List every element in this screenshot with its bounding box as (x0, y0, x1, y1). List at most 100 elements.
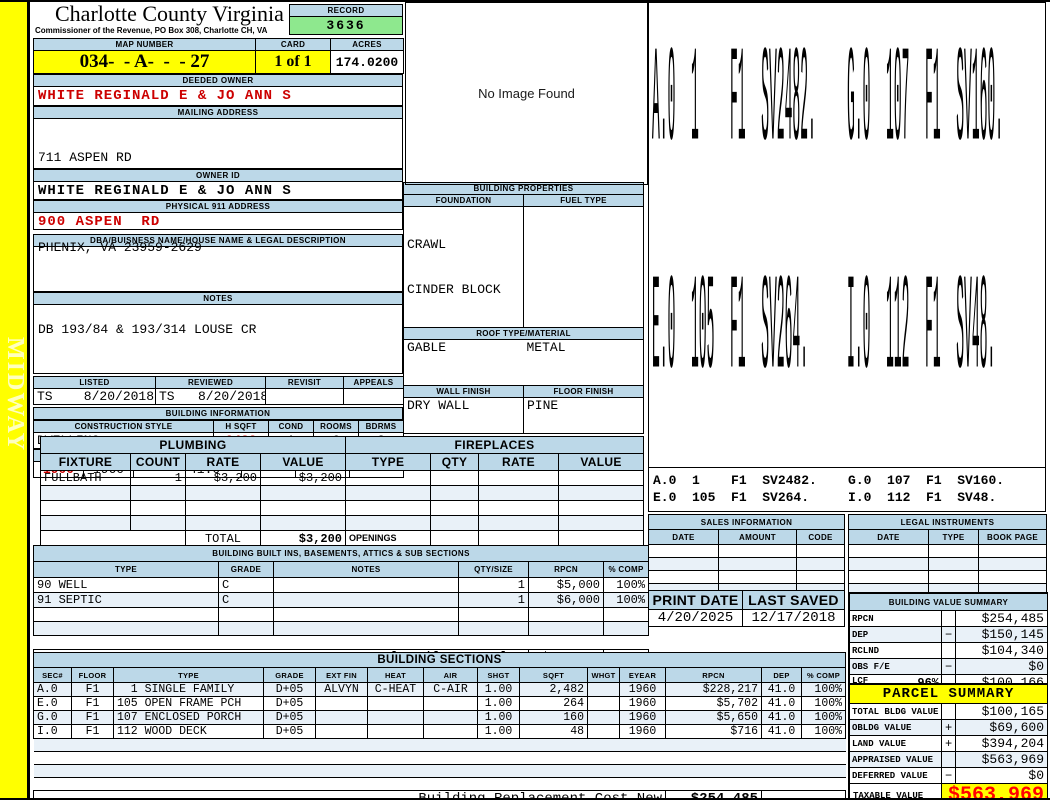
table-row (33, 621, 650, 636)
cell: $104,340 (955, 642, 1048, 659)
cell: % COMP (602, 561, 650, 578)
cell: CODE (795, 529, 846, 545)
cell: 1.00 (477, 724, 520, 739)
cell (130, 500, 186, 516)
table-row (345, 515, 645, 531)
record-label: RECORD (290, 5, 402, 17)
cell (648, 557, 719, 571)
cell: 48 (519, 724, 588, 739)
cell: $150,145 (955, 626, 1048, 643)
table-row (848, 557, 1048, 571)
cell (478, 500, 559, 516)
sketch-code-line2: E.0 105 F1 SV264. I.0 112 F1 SV48. (653, 490, 997, 505)
cell: $716 (665, 724, 762, 739)
roof-material-value: METAL (523, 339, 644, 386)
cell (928, 544, 979, 558)
cell: $254,485 (955, 610, 1048, 627)
table-row: LAND VALUE + $394,204 (849, 735, 1049, 752)
table-row (33, 777, 846, 791)
cell (259, 515, 347, 531)
element: RCLND (852, 645, 880, 656)
cell: 1 (130, 470, 186, 486)
cell (848, 557, 929, 571)
cell (273, 607, 459, 622)
cell: RATE (478, 453, 559, 471)
notes-box (33, 305, 403, 374)
deeded-owner-value: WHITE REGINALD E & JO ANN S (33, 87, 403, 106)
cell (587, 682, 620, 697)
cell: COUNT (130, 453, 186, 471)
card-value: 1 of 1 (255, 50, 331, 74)
cell (458, 607, 529, 622)
deeded-owner-label: DEEDED OWNER (33, 74, 403, 87)
cell: 100% (800, 724, 847, 739)
cell: $563,969 (954, 751, 1049, 768)
cell: TYPE (33, 561, 219, 578)
cell: E.0 (33, 696, 72, 711)
sketch-panel: A.0 1 F1 SV2482. G.0 107 F1 SV160. E.0 1… (648, 2, 1046, 512)
legal-description-box: DB 193/84 & 193/314 LOUSE CR (33, 247, 403, 337)
cell (430, 530, 479, 546)
cell: 41.0 (761, 696, 802, 711)
cell: $228,217 (665, 682, 762, 697)
cell: $69,600 (954, 719, 1049, 736)
cell (273, 592, 459, 608)
owner-id-value: WHITE REGINALD E & JO ANN S (33, 182, 403, 200)
openings-row: OPENINGS (345, 530, 645, 546)
cell: BUILDING BUILT INS, BASEMENTS, ATTICS & … (32, 545, 650, 562)
cell: 100% (800, 696, 847, 711)
cell (367, 710, 424, 725)
cell: BDRMS (358, 420, 404, 433)
yellow-edge-strip: MIDWAY (0, 2, 30, 798)
cell: C-AIR (423, 682, 478, 697)
cell (40, 485, 131, 501)
cell (478, 485, 559, 501)
cell (478, 515, 559, 531)
building-properties-panel: BUILDING PROPERTIES FOUNDATION FUEL TYPE… (403, 182, 644, 434)
cell: D+05 (263, 696, 316, 711)
cell (587, 696, 620, 711)
cell: 91 SEPTIC (33, 592, 219, 608)
cell: 1.00 (477, 696, 520, 711)
cell (478, 530, 559, 546)
table-row: 91 SEPTIC C 1 $6,000 100% (33, 592, 650, 608)
cell: FOUNDATION (403, 194, 524, 207)
roof-type-value: GABLE (403, 339, 524, 386)
table-row (345, 500, 645, 516)
cell: + (941, 735, 956, 752)
cell: 1.00 (477, 682, 520, 697)
table-row (33, 764, 846, 778)
cell (345, 470, 431, 486)
cell: SALES INFORMATION (647, 514, 846, 530)
cell: FULLBATH (40, 470, 131, 486)
cell (977, 557, 1048, 571)
table-row: OBS F/E − $0 (849, 658, 1048, 675)
parcel-summary-panel: PARCEL SUMMARY TOTAL BLDG VALUE $100,165… (848, 683, 1049, 798)
cell (458, 621, 529, 636)
cell (795, 570, 846, 584)
cell: FUEL TYPE (523, 194, 644, 207)
cell (602, 607, 650, 622)
building-value-summary-panel: BUILDING VALUE SUMMARY RPCN $254,485 DEP… (848, 592, 1048, 692)
cell: FLOOR (71, 667, 114, 683)
table-row (40, 485, 347, 501)
cell: QTY (430, 453, 479, 471)
sketch-code-lines: A.0 1 F1 SV2482. G.0 107 F1 SV160. E.0 1… (649, 467, 1045, 511)
cell: H SQFT (213, 420, 269, 433)
cell: FIXTURE (40, 453, 131, 471)
dba-label: DBA/BUISNESS NAME/HOUSE NAME & LEGAL DES… (33, 234, 403, 247)
cell (760, 790, 847, 798)
cell (423, 710, 478, 725)
cell: PLUMBING (39, 436, 347, 454)
cell (185, 485, 261, 501)
cell: 1960 (619, 710, 666, 725)
cell: D+05 (263, 724, 316, 739)
cell: 1.00 (477, 710, 520, 725)
cell (528, 607, 604, 622)
cell: 100% (602, 577, 650, 593)
table-row: OBLDG VALUE + $69,600 (849, 719, 1049, 736)
sketch-stretched-line1: A.0 1 F1 SV2482. G.0 107 F1 SV160. (652, 23, 1004, 181)
cell: OBS F/E (849, 658, 942, 675)
